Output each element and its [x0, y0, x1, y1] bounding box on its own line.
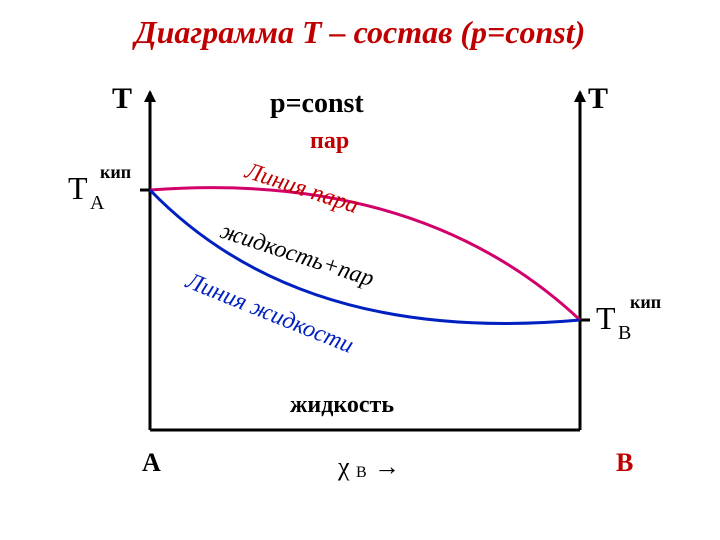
y-label-TB: T — [596, 300, 616, 337]
title: Диаграмма Т – состав (p=const) — [0, 14, 720, 51]
x-label-B: B — [616, 448, 633, 478]
axis-label-T-left: T — [112, 82, 132, 116]
x-label-chi-sub: B — [356, 464, 367, 482]
diagram-root: Диаграмма Т – состав (p=const) T T p=con… — [0, 0, 720, 540]
y-label-TA-sup: кип — [100, 162, 131, 183]
region-label-liquid: жидкость — [290, 392, 394, 419]
x-label-A: A — [142, 448, 161, 478]
y-label-TA-sub: A — [90, 192, 104, 215]
region-label-vapor: пар — [310, 128, 349, 155]
y-label-TB-sup: кип — [630, 292, 661, 313]
x-label-chi-arrow: → — [374, 452, 400, 482]
y-label-TA: T — [68, 170, 88, 207]
y-label-TB-sub: B — [618, 322, 631, 345]
x-label-chi: χ — [338, 452, 350, 482]
label-p-const: p=const — [270, 88, 364, 120]
axis-label-T-right: T — [588, 82, 608, 116]
